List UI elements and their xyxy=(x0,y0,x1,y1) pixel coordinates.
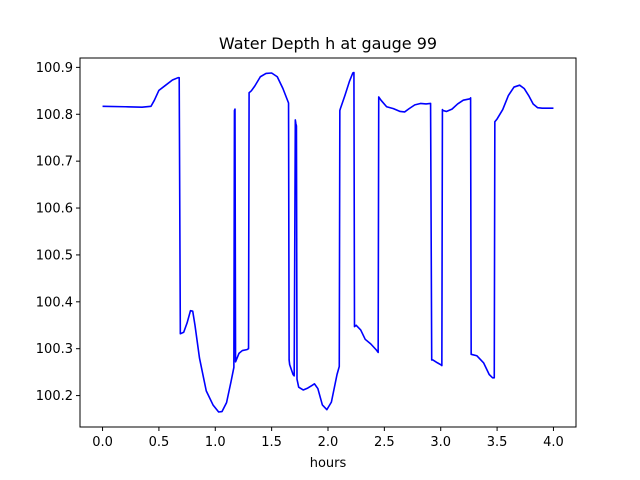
x-tick-label: 3.0 xyxy=(430,435,451,450)
x-tick-label: 1.0 xyxy=(205,435,226,450)
y-tick-label: 100.3 xyxy=(36,342,73,357)
x-axis-label: hours xyxy=(310,456,347,471)
chart-title: Water Depth h at gauge 99 xyxy=(219,34,437,53)
x-tick-label: 2.0 xyxy=(318,435,339,450)
plot-area xyxy=(80,58,576,427)
y-tick-label: 100.5 xyxy=(36,248,73,263)
y-tick-label: 100.9 xyxy=(36,61,73,76)
y-axis-ticks: 100.2 100.3 100.4 100.5 100.6 100.7 100.8 100.9 xyxy=(36,61,80,404)
y-tick-label: 100.6 xyxy=(36,202,73,217)
x-tick-label: 1.5 xyxy=(261,435,282,450)
y-tick-label: 100.4 xyxy=(36,295,73,310)
x-tick-label: 3.5 xyxy=(487,435,508,450)
y-tick-label: 100.7 xyxy=(36,155,73,170)
x-tick-label: 4.0 xyxy=(543,435,564,450)
series-layer xyxy=(102,71,554,413)
x-tick-label: 2.5 xyxy=(374,435,395,450)
y-tick-label: 100.2 xyxy=(36,389,73,404)
x-axis-ticks: 0.0 0.5 1.0 1.5 2.0 2.5 3.0 3.5 4.0 xyxy=(92,427,564,450)
y-tick-label: 100.8 xyxy=(36,108,73,123)
series-line-water-depth xyxy=(102,71,554,413)
x-tick-label: 0.0 xyxy=(92,435,113,450)
x-tick-label: 0.5 xyxy=(149,435,170,450)
